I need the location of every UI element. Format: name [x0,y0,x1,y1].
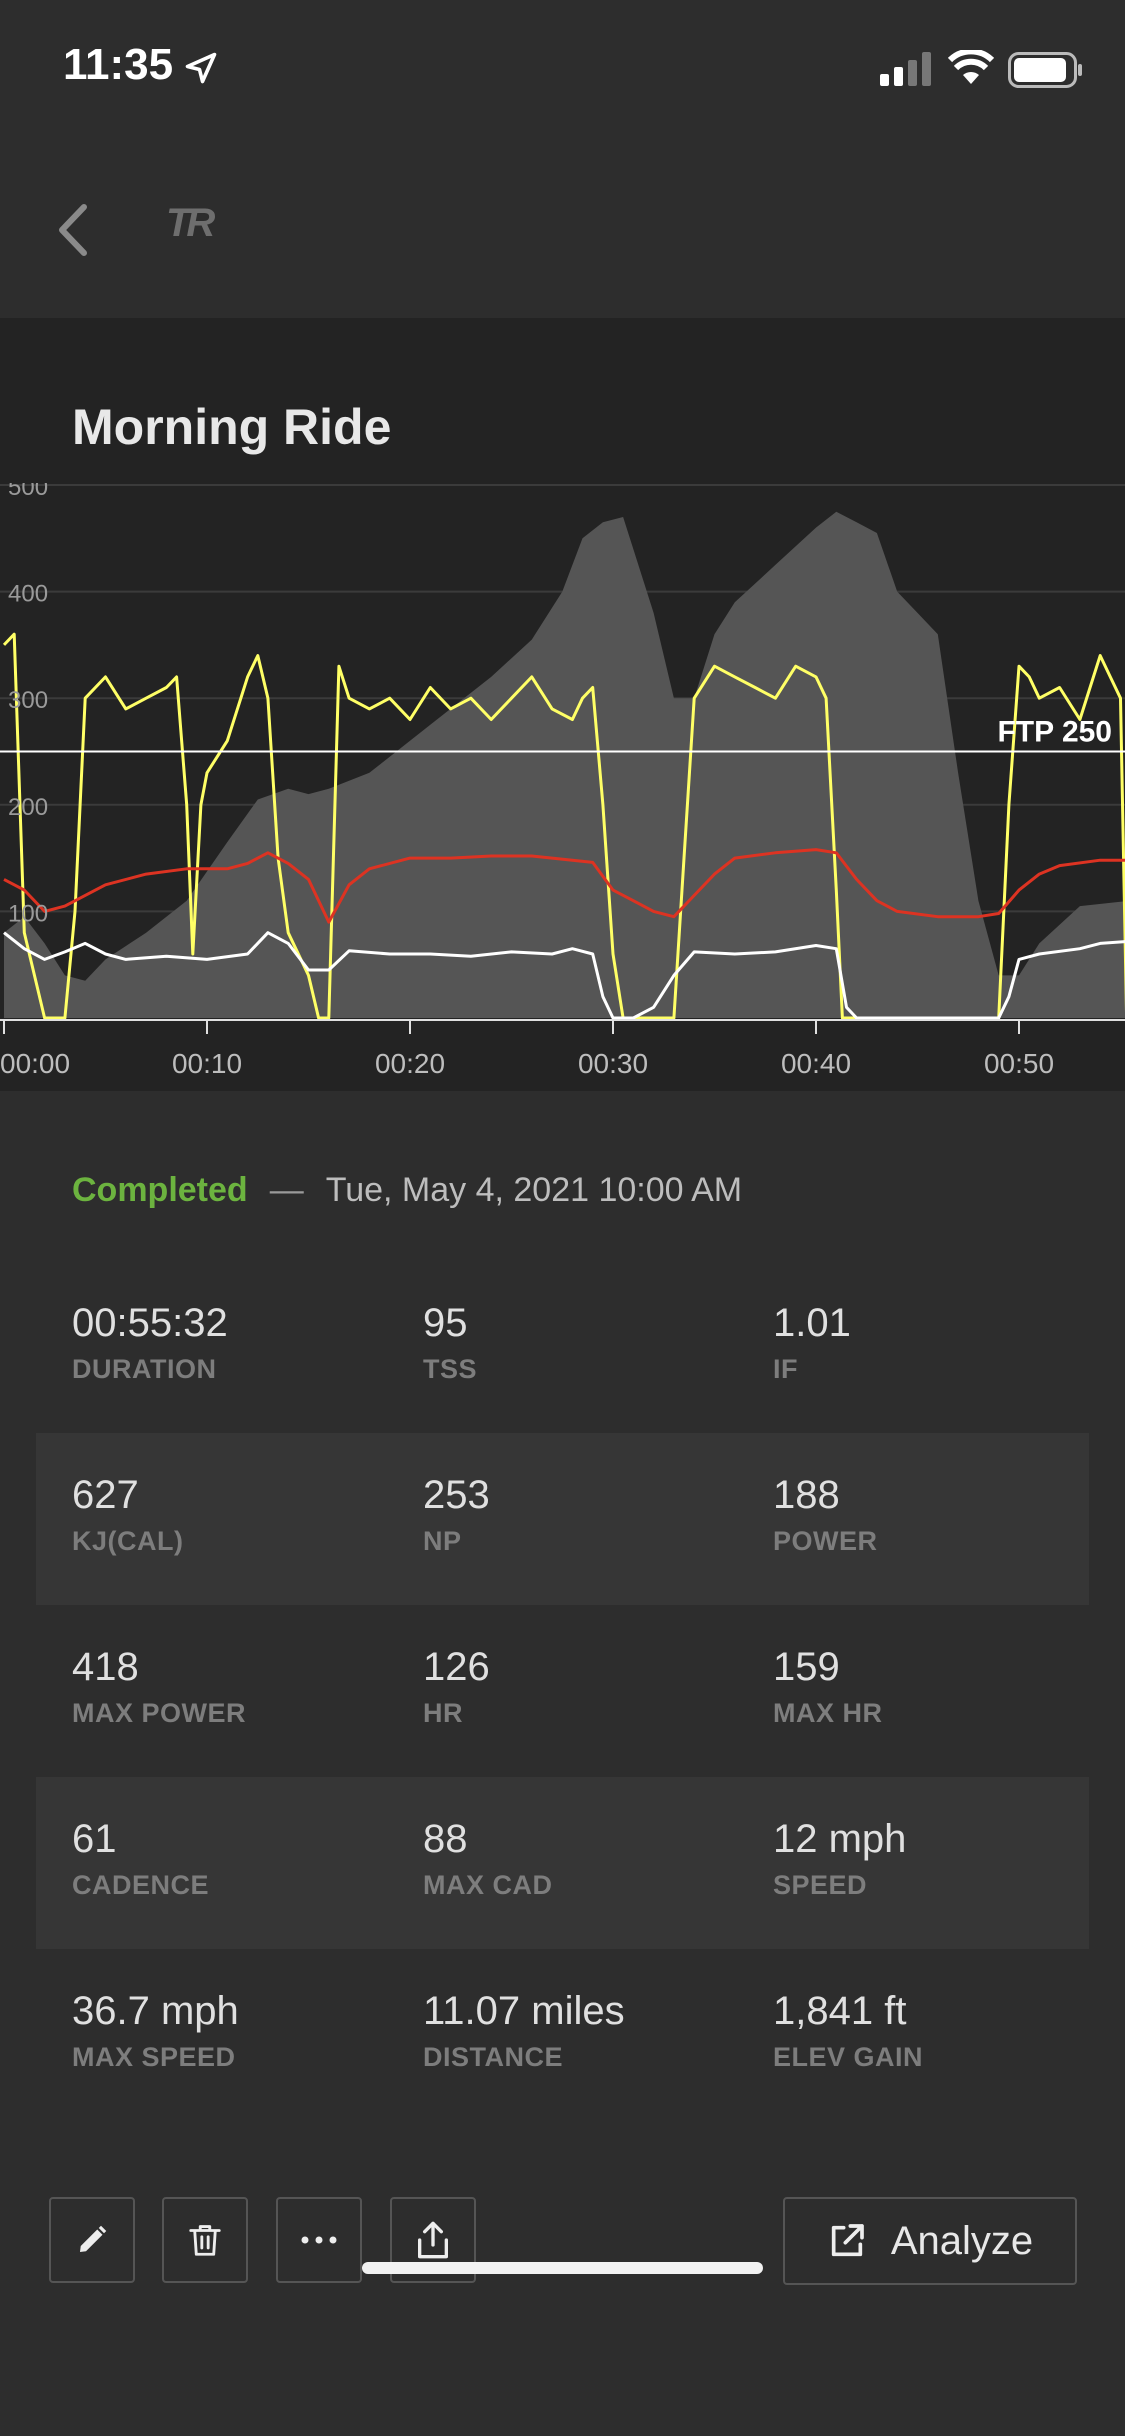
workout-date: Tue, May 4, 2021 10:00 AM [325,1171,743,1209]
ftp-label: FTP 250 [997,716,1112,749]
stat-label: CADENCE [72,1870,210,1900]
x-tick-label: 00:30 [578,1048,648,1079]
stat-max-hr: 159 MAX HR [773,1645,1113,1729]
y-tick-label: 400 [8,581,48,608]
stat-power: 188 POWER [773,1473,1113,1557]
page-title: Morning Ride [72,399,392,455]
battery-icon [1008,52,1082,88]
stats-row: 627 KJ(CAL) 253 NP 188 POWER [36,1433,1089,1605]
chart-series-line-3 [3,931,1125,1020]
x-tick-label: 00:20 [375,1048,445,1079]
completion-row: Completed — Tue, May 4, 2021 10:00 AM [72,1171,742,1210]
stat-hr: 126 HR [423,1645,763,1729]
analyze-button[interactable]: Analyze [783,2197,1077,2285]
app-logo: TR [166,201,215,245]
stat-label: SPEED [773,1870,868,1900]
stat-label: IF [773,1354,798,1384]
home-indicator[interactable] [362,2262,763,2274]
stat-value: 12 mph [773,1817,907,1861]
stat-label: NP [423,1526,462,1556]
stat-value: 61 [72,1817,117,1861]
workout-summary: Completed — Tue, May 4, 2021 10:00 AM 00:5… [0,1091,1125,2141]
x-tick-label: 00:00 [0,1048,70,1079]
analyze-label: Analyze [890,2218,1034,2263]
stat-if: 1.01 IF [773,1301,1113,1385]
y-tick-label: 100 [8,900,48,927]
status-time: 11:35 [63,40,174,89]
more-button[interactable] [276,2197,362,2283]
stat-value: 88 [423,1817,468,1861]
stat-label: DURATION [72,1354,217,1384]
stat-value: 188 [773,1473,840,1517]
workout-chart[interactable]: FTP 250 500 400 300 200 100 00:00 00:10 00:20 00:… [0,483,1125,1091]
x-tick-label: 00:40 [781,1048,851,1079]
share-button[interactable] [390,2197,476,2283]
stats-row: 00:55:32 DURATION 95 TSS 1.01 IF [36,1261,1089,1433]
stat-value: 00:55:32 [72,1301,228,1345]
status-bar: 11:35 [0,0,1125,135]
x-tick-label: 00:10 [172,1048,242,1079]
separator: — [269,1171,304,1209]
stat-label: HR [423,1698,463,1728]
stat-label: POWER [773,1526,878,1556]
stat-label: DISTANCE [423,2042,564,2072]
stat-label: MAX CAD [423,1870,553,1900]
stat-speed: 12 mph SPEED [773,1817,1113,1901]
y-tick-label: 200 [8,794,48,821]
pencil-icon [80,2225,107,2252]
stats-grid: 00:55:32 DURATION 95 TSS 1.01 IF 627 KJ(CAL)… [36,1261,1089,2121]
stat-value: 1.01 [773,1301,851,1345]
stat-value: 11.07 miles [423,1989,625,2033]
stat-value: 159 [773,1645,840,1689]
delete-button[interactable] [162,2197,248,2283]
share-icon [418,2221,448,2259]
x-tick-label: 00:50 [984,1048,1054,1079]
stat-label: TSS [423,1354,478,1384]
stat-value: 627 [72,1473,139,1517]
stat-value: 253 [423,1473,490,1517]
stat-cadence: 61 CADENCE [72,1817,412,1901]
nav-bar: TR [0,135,1125,318]
workout-chart-section: Morning Ride FTP 250 500 400 300 200 100 00:00… [0,318,1125,1091]
stat-label: MAX HR [773,1698,883,1728]
action-toolbar: Analyze [0,2141,1125,2436]
cellular-signal-icon [880,52,931,86]
stat-np: 253 NP [423,1473,763,1557]
stat-value: 95 [423,1301,468,1345]
stat-value: 418 [72,1645,139,1689]
y-tick-label: 500 [8,483,48,501]
stats-row: 61 CADENCE 88 MAX CAD 12 mph SPEED [36,1777,1089,1949]
stat-max-power: 418 MAX POWER [72,1645,412,1729]
stat-label: ELEV GAIN [773,2042,924,2072]
stat-max-cad: 88 MAX CAD [423,1817,763,1901]
stats-row: 418 MAX POWER 126 HR 159 MAX HR [36,1605,1089,1777]
stat-kj: 627 KJ(CAL) [72,1473,412,1557]
trash-icon [189,2225,221,2256]
stat-elev-gain: 1,841 ft ELEV GAIN [773,1989,1113,2073]
stat-label: KJ(CAL) [72,1526,184,1556]
external-link-icon [831,2224,864,2257]
edit-button[interactable] [49,2197,135,2283]
location-arrow-icon [185,52,217,84]
wifi-icon [948,50,994,84]
status-completed: Completed [72,1171,248,1209]
stat-label: MAX POWER [72,1698,247,1728]
stats-row: 36.7 mph MAX SPEED 11.07 miles DISTANCE 1,… [36,1949,1089,2121]
stat-duration: 00:55:32 DURATION [72,1301,412,1385]
stat-tss: 95 TSS [423,1301,763,1385]
stat-max-speed: 36.7 mph MAX SPEED [72,1989,412,2073]
stat-distance: 11.07 miles DISTANCE [423,1989,763,2073]
stat-value: 126 [423,1645,490,1689]
stat-label: MAX SPEED [72,2042,236,2072]
stat-value: 1,841 ft [773,1989,907,2033]
more-icon [301,2236,337,2244]
chart-series-line-2 [3,848,1125,924]
chart-series-area [4,511,1125,1018]
back-chevron-icon[interactable] [52,195,92,265]
y-tick-label: 300 [8,687,48,714]
stat-value: 36.7 mph [72,1989,239,2033]
